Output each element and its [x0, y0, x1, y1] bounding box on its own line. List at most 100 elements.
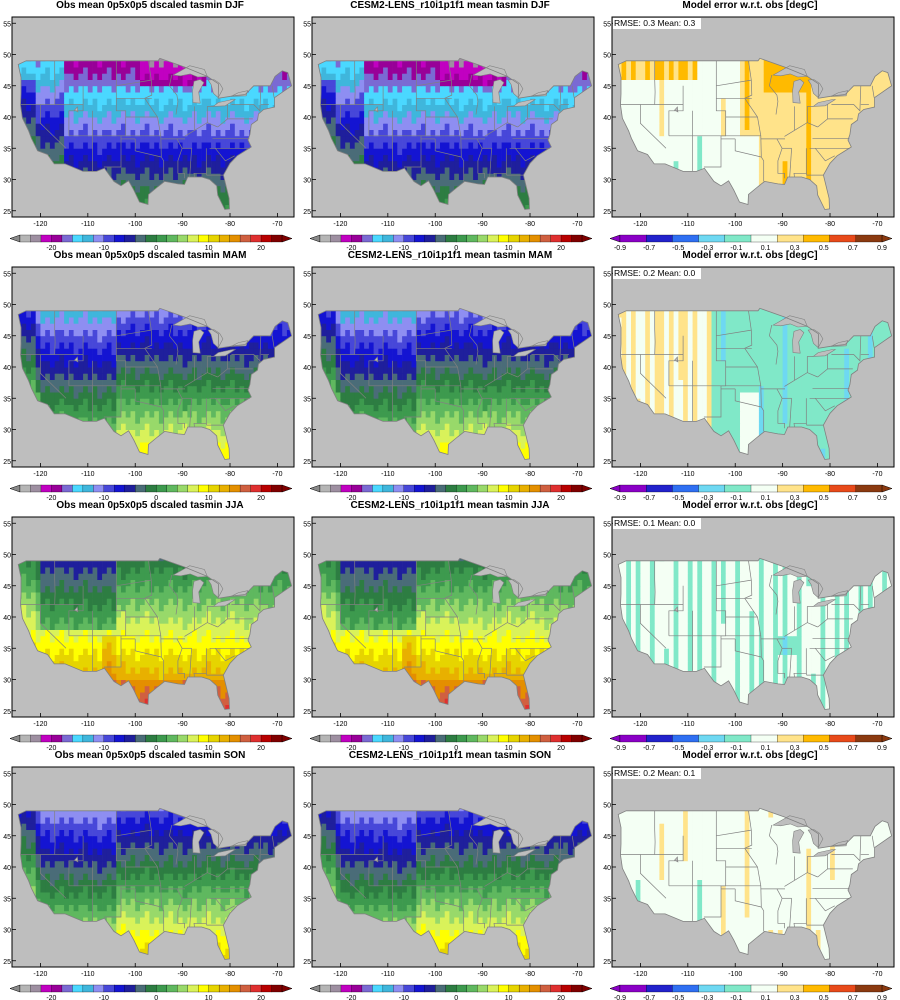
colorbar-segment — [829, 234, 857, 243]
grid-cell — [416, 117, 422, 124]
grid-cell — [430, 167, 436, 174]
grid-cell — [368, 73, 374, 80]
grid-cell — [149, 148, 155, 155]
grid-cell — [87, 129, 93, 137]
grid-cell — [206, 142, 212, 149]
grid-cell — [716, 154, 722, 162]
grid-cell — [68, 123, 74, 130]
grid-cell — [177, 117, 183, 124]
grid-cell — [553, 104, 559, 112]
grid-cell — [49, 60, 55, 68]
grid-cell — [725, 142, 731, 149]
grid-cell — [440, 67, 446, 74]
grid-cell — [78, 129, 84, 137]
grid-cell — [144, 73, 150, 80]
grid-cell — [468, 173, 474, 180]
grid-cell — [454, 117, 460, 124]
grid-cell — [106, 117, 112, 124]
grid-cell — [173, 67, 179, 74]
grid-cell — [721, 167, 727, 174]
grid-cell — [102, 160, 108, 168]
grid-cell — [349, 110, 355, 118]
grid-cell — [877, 73, 883, 80]
grid-cell — [511, 104, 517, 112]
grid-cell — [654, 67, 660, 74]
grid-cell — [830, 154, 836, 162]
grid-cell — [482, 167, 488, 174]
grid-cell — [59, 104, 65, 112]
grid-cell — [340, 92, 346, 99]
grid-cell — [815, 135, 821, 143]
grid-cell — [249, 85, 255, 93]
grid-cell — [659, 154, 665, 162]
grid-cell — [211, 98, 217, 105]
grid-cell — [40, 67, 46, 74]
grid-cell — [111, 110, 117, 118]
grid-cell — [515, 154, 521, 162]
grid-cell — [796, 117, 802, 124]
grid-cell — [515, 179, 521, 187]
grid-cell — [416, 160, 422, 168]
grid-cell — [768, 92, 774, 99]
colorbar-max-arrow — [881, 234, 893, 243]
lat-tick-label: 55 — [603, 21, 611, 28]
grid-cell — [777, 98, 783, 105]
grid-cell — [354, 110, 360, 118]
grid-cell — [106, 160, 112, 168]
grid-cell — [182, 85, 188, 93]
grid-cell — [140, 160, 146, 168]
grid-cell — [668, 60, 674, 68]
grid-cell — [196, 160, 202, 168]
grid-cell — [196, 135, 202, 143]
grid-cell — [78, 142, 84, 149]
colorbar: -0.9 -0.7 -0.5 -0.3 -0.1 0.1 0.3 0.5 0.7 0.9 — [609, 234, 893, 250]
grid-cell — [582, 85, 588, 93]
grid-cell — [820, 123, 826, 130]
grid-cell — [83, 67, 89, 74]
grid-cell — [659, 98, 665, 105]
grid-cell — [73, 123, 79, 130]
grid-cell — [140, 98, 146, 105]
grid-cell — [149, 60, 155, 68]
grid-cell — [725, 98, 731, 105]
grid-cell — [511, 110, 517, 118]
grid-cell — [92, 104, 98, 112]
grid-cell — [349, 73, 355, 80]
grid-cell — [144, 185, 150, 193]
grid-cell — [215, 110, 221, 118]
colorbar-tick-label: 20 — [257, 245, 265, 250]
grid-cell — [149, 79, 155, 87]
grid-cell — [349, 123, 355, 130]
grid-cell — [387, 98, 393, 105]
grid-cell — [487, 110, 493, 118]
grid-cell — [711, 129, 717, 137]
grid-cell — [834, 117, 840, 124]
grid-cell — [154, 135, 160, 143]
grid-cell — [249, 117, 255, 124]
grid-cell — [225, 160, 231, 168]
grid-cell — [801, 104, 807, 112]
grid-cell — [349, 148, 355, 155]
grid-cell — [130, 160, 136, 168]
lat-tick-label: 35 — [303, 146, 311, 153]
grid-cell — [130, 67, 136, 74]
grid-cell — [482, 110, 488, 118]
grid-cell — [654, 148, 660, 155]
grid-cell — [496, 110, 502, 118]
grid-cell — [664, 98, 670, 105]
grid-cell — [140, 442, 146, 449]
grid-cell — [440, 135, 446, 143]
grid-cell — [511, 135, 517, 143]
grid-cell — [130, 98, 136, 105]
grid-cell — [111, 154, 117, 162]
grid-cell — [687, 92, 693, 99]
grid-cell — [421, 92, 427, 99]
grid-cell — [858, 98, 864, 105]
grid-cell — [220, 110, 226, 118]
grid-cell — [735, 160, 741, 168]
grid-cell — [730, 160, 736, 168]
grid-cell — [220, 192, 226, 199]
grid-cell — [125, 104, 131, 112]
grid-cell — [687, 148, 693, 155]
grid-cell — [683, 110, 689, 118]
